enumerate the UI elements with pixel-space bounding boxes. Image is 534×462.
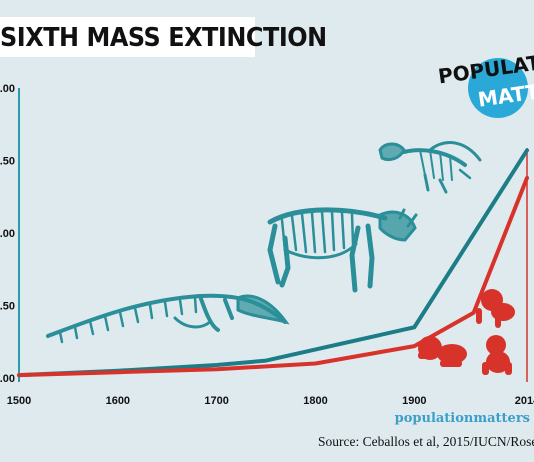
y-tick-label-0.00: 0.00 <box>0 373 15 385</box>
whale-skeleton-icon <box>46 293 290 344</box>
title-background <box>0 17 255 57</box>
series-line-2 <box>17 175 529 378</box>
x-tick-label-1700: 1700 <box>204 395 228 407</box>
footer-url: populationmatters <box>394 411 530 426</box>
x-tick-label-1500: 1500 <box>7 395 31 407</box>
y-tick-label-0.50: 0.50 <box>0 301 15 313</box>
x-tick-label-1600: 1600 <box>106 395 130 407</box>
y-tick-label-1.50: 1.50 <box>0 156 15 168</box>
chart-title: SIXTH MASS EXTINCTION <box>0 23 327 53</box>
baby-figures-icon <box>418 289 515 375</box>
x-tick-label-1900: 1900 <box>402 395 426 407</box>
y-tick-label-1.00: 1.00 <box>0 228 15 240</box>
rhino-skeleton-icon <box>267 207 418 293</box>
x-tick-label-1800: 1800 <box>303 395 327 407</box>
footer-source: Source: Ceballos et al, 2015/IUCN/Rosen <box>318 434 534 449</box>
bird-skeleton-icon <box>378 141 482 194</box>
population-matters-logo: POPULATION MATTERS <box>438 45 534 118</box>
y-tick-label-2.00: 2.00 <box>0 83 15 95</box>
x-tick-label-2014: 2014 <box>515 395 534 407</box>
